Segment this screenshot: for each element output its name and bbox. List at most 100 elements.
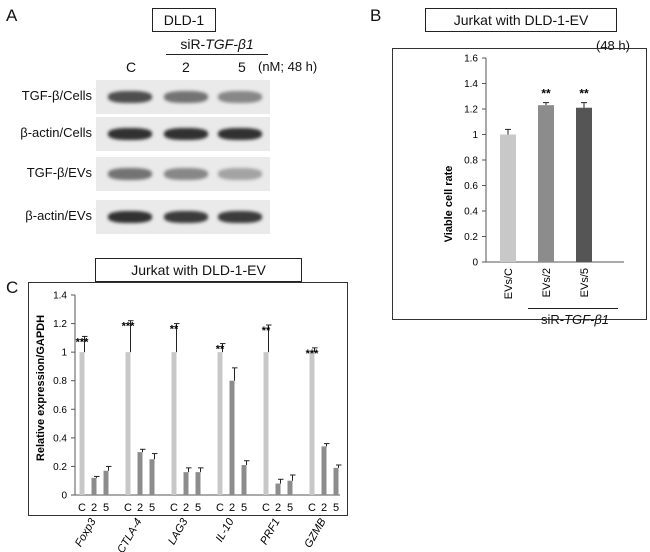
blot-band [218, 211, 262, 223]
panel-b-significance: ** [579, 87, 589, 101]
blot-band [164, 128, 208, 140]
panel-b-y-tick-label: 0.6 [464, 181, 478, 192]
panel-c-lane-label: 5 [287, 502, 293, 514]
panel-c-y-tick-label: 0.8 [53, 376, 67, 387]
blot-band [218, 128, 262, 140]
panel-c-gene-label: CTLA-4 [115, 517, 144, 552]
panel-c-y-tick-label: 1.2 [53, 319, 67, 330]
panel-c-significance: ** [262, 325, 271, 337]
panel-c-axis: 0 0.2 0.4 0.6 0.8 1 1.2 1.4 [53, 291, 340, 502]
panel-b-category-label: EVs/5 [579, 268, 591, 297]
panel-b-bars: EVs/C ** EVs/2 ** EVs/5 [500, 87, 592, 299]
panel-c-bar [217, 352, 223, 495]
blot-band [164, 168, 208, 180]
panel-c-lane-label: C [78, 502, 86, 514]
panel-c-significance: *** [76, 336, 90, 348]
panel-b-bar [538, 105, 554, 262]
panel-c-lane-label: C [170, 502, 178, 514]
panel-b-group-line [528, 308, 618, 309]
panel-b-group-prefix: siR- [540, 312, 565, 327]
panel-b-y-tick-label: 0.2 [464, 232, 478, 243]
panel-b-title: Jurkat with DLD-1-EV [425, 8, 617, 32]
panel-c-bar [333, 467, 339, 495]
panel-c-lane-label: C [262, 502, 270, 514]
blot-band [108, 168, 152, 180]
panel-c-bar [183, 472, 189, 495]
panel-b-bar [500, 134, 516, 262]
blot-band [108, 128, 152, 140]
panel-c-bar [321, 446, 327, 495]
panel-c-gene-label: LAG3 [166, 516, 191, 547]
panel-c-bar [149, 459, 155, 495]
panel-c-gene-label: IL-10 [214, 516, 237, 544]
panel-c-lane-label: 5 [333, 502, 339, 514]
panel-c-significance: ** [216, 344, 225, 356]
blot-row-label: TGF-β/EVs [26, 165, 92, 180]
blot-band [218, 91, 262, 103]
panel-b-note: (48 h) [596, 38, 630, 53]
panel-c-chart: Relative expression/GAPDH 0 0.2 0.4 0.6 0.8 1… [35, 291, 342, 552]
lane-label-c: C [126, 59, 137, 75]
panel-c-significance: *** [306, 348, 320, 360]
panel-c-lane-label: 5 [103, 502, 109, 514]
panel-c-y-tick-label: 0.6 [53, 405, 67, 416]
treatment-gene: TGF-β1 [205, 36, 254, 52]
blot-strip [96, 200, 270, 234]
panel-b-letter: B [370, 6, 382, 25]
panel-c-bar [91, 477, 97, 495]
panel-b-y-tick-label: 1.6 [464, 54, 478, 65]
panel-b-y-tick-label: 1.2 [464, 105, 478, 116]
blot-row-label: β-actin/Cells [20, 125, 92, 140]
panel-b-chart: Viable cell rate 0 0.2 0.4 0.6 0.8 1 1.2 1.4 1.6… [443, 54, 624, 299]
panel-c-lane-label: 2 [183, 502, 189, 514]
panel-c-lane-label: C [124, 502, 132, 514]
panel-c-lane-label: 2 [229, 502, 235, 514]
panel-c-bar [241, 465, 247, 495]
panel-c-lane-label: 5 [241, 502, 247, 514]
panel-c-lane-label: 2 [321, 502, 327, 514]
panel-c-bar [137, 452, 143, 495]
panel-c-bar [171, 352, 177, 495]
blot-strip [96, 157, 270, 191]
panel-b-y-tick-label: 0.8 [464, 156, 478, 167]
panel-c-lane-label: C [308, 502, 316, 514]
panel-b-category-label: EVs/C [503, 268, 515, 299]
lane-label-2: 2 [182, 59, 190, 75]
panel-c-letter: C [6, 278, 19, 297]
panel-c-lane-label: 5 [149, 502, 155, 514]
panel-c-lane-label: 2 [275, 502, 281, 514]
treatment-prefix: siR- [180, 36, 206, 52]
panel-c-bar [103, 470, 109, 495]
units-label: (nM; 48 h) [258, 59, 318, 74]
panel-c-bar [79, 352, 85, 495]
blot-band [108, 211, 152, 223]
panel-b-y-tick-label: 0.4 [464, 207, 478, 218]
panel-c-ylabel: Relative expression/GAPDH [35, 315, 47, 461]
treatment-underline [166, 54, 268, 55]
treatment-label: siR-TGF-β1 [162, 36, 272, 52]
panel-a-title: DLD-1 [152, 8, 216, 32]
panel-b-bar [576, 107, 592, 262]
panel-c-bar [263, 352, 269, 495]
panel-c-gene-label: GZMB [302, 517, 328, 551]
panel-c-significance: *** [122, 321, 136, 333]
panel-c-y-tick-label: 1 [61, 348, 67, 359]
blot-strip [96, 117, 270, 151]
panel-c-bar [309, 352, 315, 495]
panel-b-y-tick-label: 1 [472, 130, 478, 141]
panel-b-significance: ** [541, 87, 551, 101]
blot-band [164, 211, 208, 223]
panel-c-lane-label: 2 [137, 502, 143, 514]
panel-a-letter: A [6, 6, 18, 25]
panel-b-y-tick-label: 0 [472, 258, 478, 269]
panel-c-bar [275, 483, 281, 495]
panel-c-frame [28, 282, 348, 516]
panel-c-significance: ** [170, 324, 179, 336]
panel-b-ylabel: Viable cell rate [443, 166, 455, 243]
panel-c-bar [287, 480, 293, 495]
panel-c-lane-label: 5 [195, 502, 201, 514]
panel-c-title: Jurkat with DLD-1-EV [95, 258, 302, 282]
panel-b-frame [392, 48, 647, 320]
lane-label-5: 5 [238, 59, 246, 75]
